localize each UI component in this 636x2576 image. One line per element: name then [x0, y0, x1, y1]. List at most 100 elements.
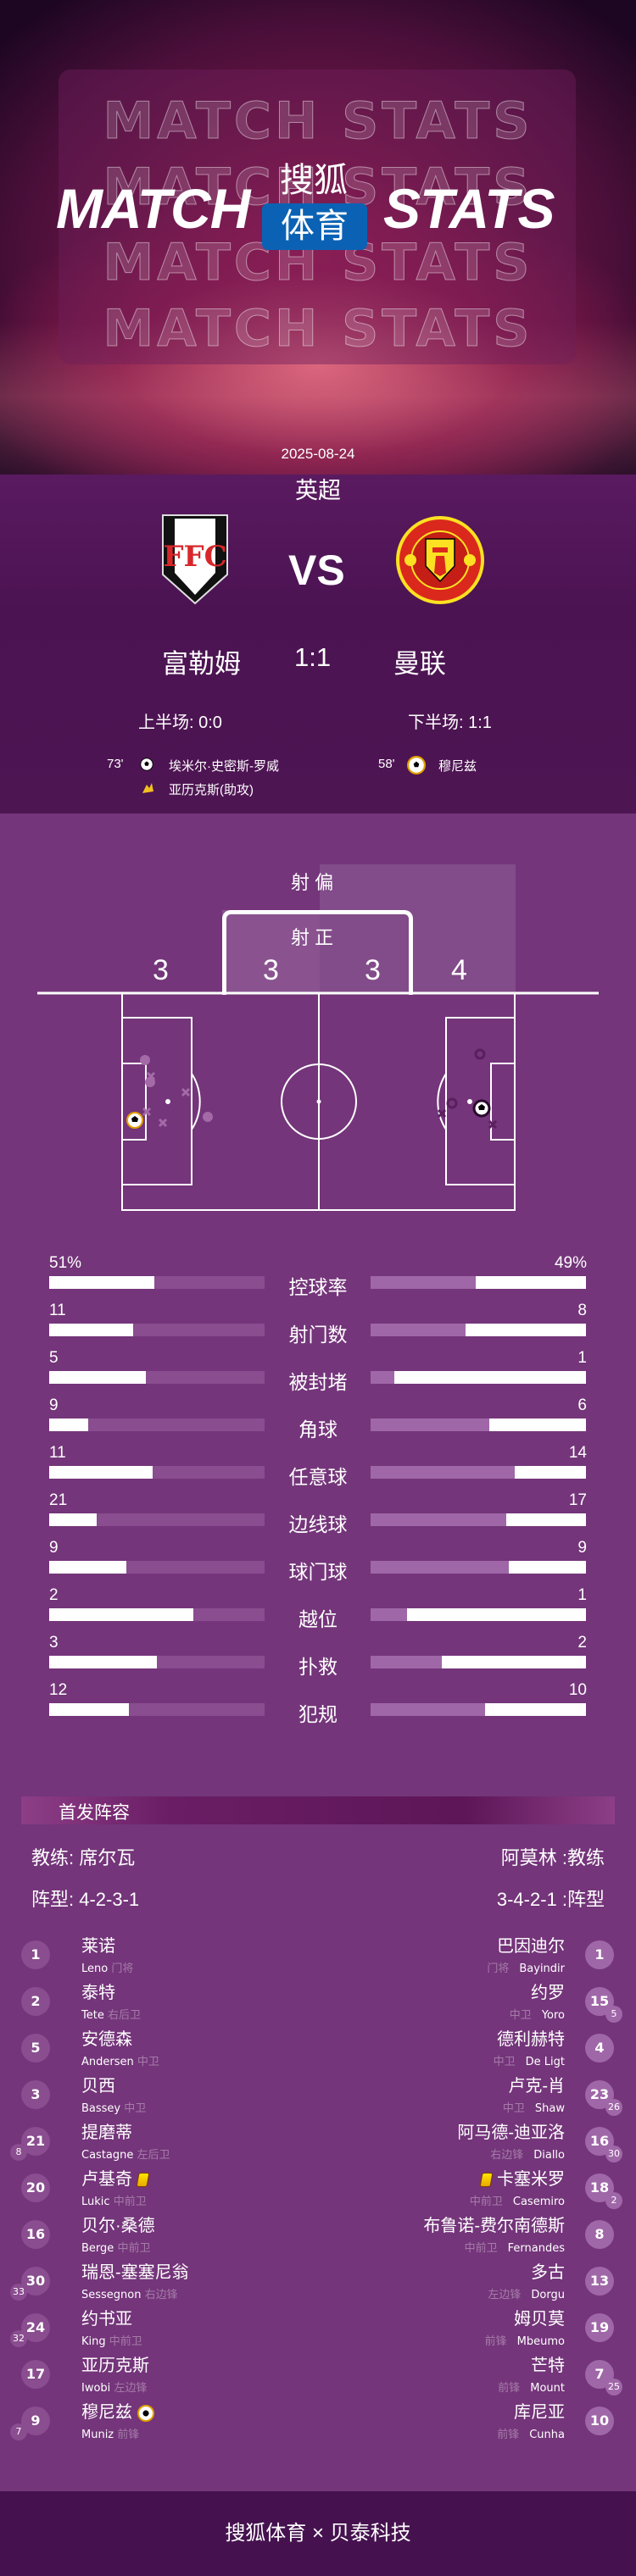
home-shot-markers: [140, 1055, 213, 1122]
away-stat-fill: [442, 1656, 586, 1668]
player-english-name: Diallo: [533, 2149, 565, 2162]
player-subline: 前锋 Mount: [498, 2379, 565, 2395]
player-position: 中卫: [509, 2009, 532, 2022]
player-english-name: Mount: [530, 2382, 565, 2395]
sohu-sports-logo: 体育: [262, 203, 367, 250]
stat-label: 任意球: [288, 1466, 348, 1488]
player-english-name: Andersen: [81, 2056, 134, 2068]
substitute-number-badge: 30: [605, 2146, 622, 2162]
player-position: 中卫: [137, 2056, 159, 2068]
player-number-badge: 20: [21, 2174, 50, 2202]
home-stat-track: [49, 1418, 265, 1431]
player-name: 卡塞米罗: [476, 2165, 565, 2190]
player-position: 门将: [487, 1963, 510, 1975]
player-subline: Castagne 左后卫: [81, 2146, 170, 2162]
player-position: 左边锋: [114, 2382, 148, 2395]
player-name-text: 卡塞米罗: [497, 2170, 565, 2189]
player-english-name: Cunha: [529, 2429, 565, 2441]
away-stat-value: 10: [568, 1681, 587, 1699]
player-name: 莱诺: [81, 1932, 115, 1957]
player-name: 泰特: [81, 1979, 115, 2003]
player-position: 前锋: [117, 2429, 140, 2441]
away-stat-fill: [485, 1703, 586, 1716]
player-position: 中前卫: [469, 2196, 503, 2208]
home-stat-fill: [49, 1371, 146, 1384]
home-stat-fill: [49, 1561, 126, 1574]
player-name: 姆贝莫: [514, 2305, 565, 2329]
player-name: 瑞恩-塞塞尼翁: [81, 2258, 189, 2283]
player-number-badge: 10: [585, 2407, 614, 2435]
home-stat-fill: [49, 1703, 129, 1716]
player-name: 德利赫特: [497, 2025, 565, 2050]
player-number-badge: 1: [21, 1940, 50, 1969]
player-position: 中前卫: [113, 2196, 147, 2208]
home-goal-minute: 73': [107, 757, 124, 771]
away-miss-markers: [437, 1108, 498, 1130]
home-stat-value: 11: [49, 1302, 66, 1319]
player-name-text: 亚历克斯: [81, 2357, 149, 2375]
yellow-card-icon: [479, 2173, 494, 2188]
player-position: 中前卫: [464, 2242, 498, 2255]
home-stat-value: 5: [49, 1349, 59, 1367]
player-position: 中卫: [502, 2102, 525, 2115]
shot-map-pitch: [37, 991, 599, 1211]
home-stat-fill: [49, 1608, 193, 1621]
away-stat-value: 1: [577, 1349, 587, 1367]
player-position: 前锋: [484, 2335, 507, 2348]
player-number-badge: 16: [21, 2220, 50, 2249]
player-name: 约书亚: [81, 2305, 132, 2329]
second-half-score: 下半场: 1:1: [408, 713, 492, 732]
player-english-name: Berge: [81, 2242, 114, 2255]
away-goal-marker: [472, 1099, 491, 1118]
away-stat-value: 1: [577, 1586, 587, 1604]
away-stat-fill: [407, 1608, 586, 1621]
stat-label: 越位: [298, 1608, 338, 1630]
substitute-number-badge: 8: [10, 2144, 27, 2161]
home-stat-fill: [49, 1418, 88, 1431]
player-name: 贝尔·桑德: [81, 2212, 155, 2236]
player-english-name: Lukic: [81, 2196, 110, 2208]
away-stat-fill: [394, 1371, 586, 1384]
off-target-zone: [320, 864, 516, 993]
player-english-name: Muniz: [81, 2429, 114, 2441]
stat-label: 控球率: [288, 1276, 348, 1298]
on-target-label: 射 正: [291, 927, 334, 948]
player-name-text: 贝尔·桑德: [81, 2217, 155, 2235]
player-number-badge: 5: [21, 2034, 50, 2062]
player-english-name: Mbeumo: [516, 2335, 565, 2348]
player-position: 中卫: [124, 2102, 147, 2115]
player-english-name: Fernandes: [507, 2242, 565, 2255]
player-subline: Bassey 中卫: [81, 2099, 146, 2115]
away-stat-value: 14: [568, 1444, 587, 1462]
assist-boot-icon: [142, 783, 153, 793]
title-stats: STATS: [383, 177, 555, 240]
away-stat-value: 17: [568, 1491, 587, 1509]
home-stat-fill: [49, 1656, 157, 1668]
player-name: 卢克-肖: [508, 2072, 565, 2096]
home-on-target-count: 3: [263, 954, 279, 986]
away-formation: 3-4-2-1 :阵型: [496, 1889, 605, 1910]
substitute-number-badge: 26: [605, 2099, 622, 2116]
svg-text:FFC: FFC: [163, 540, 226, 574]
stat-label: 射门数: [288, 1324, 348, 1346]
goal-ball-icon: [407, 756, 426, 774]
player-position: 中前卫: [117, 2242, 151, 2255]
player-number-badge: 7: [585, 2360, 614, 2389]
player-number-badge: 8: [585, 2220, 614, 2249]
player-number-badge: 24: [21, 2313, 50, 2342]
player-position: 左后卫: [137, 2149, 170, 2162]
home-stat-value: 2: [49, 1586, 59, 1604]
home-stat-fill: [49, 1513, 97, 1526]
stat-label: 角球: [298, 1418, 338, 1441]
player-subline: Lukic 中前卫: [81, 2192, 147, 2208]
player-english-name: King: [81, 2335, 106, 2348]
player-name: 芒特: [531, 2351, 565, 2376]
away-goal-minute: 58': [378, 757, 395, 771]
first-half-score: 上半场: 0:0: [138, 713, 222, 732]
player-subline: Iwobi 左边锋: [81, 2379, 147, 2395]
player-english-name: Casemiro: [512, 2196, 565, 2208]
home-stat-track: [49, 1513, 265, 1526]
player-name-text: 卢克-肖: [508, 2077, 565, 2096]
player-name-text: 德利赫特: [497, 2030, 565, 2049]
player-subline: 中前卫 Casemiro: [470, 2192, 565, 2208]
